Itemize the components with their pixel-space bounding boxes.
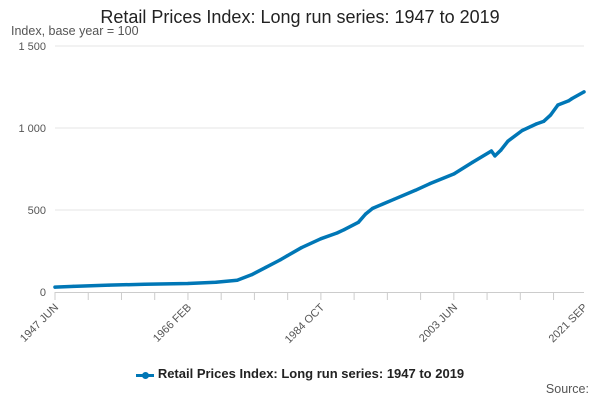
x-tick-label: 2021 SEP [547, 302, 591, 346]
x-axis [54, 292, 584, 300]
data-point[interactable] [235, 278, 239, 282]
chart-credits: Source: [545, 382, 589, 396]
chart-subtitle: Index, base year = 100 [11, 24, 139, 38]
y-tick-label: 1 500 [18, 41, 46, 53]
data-point[interactable] [214, 280, 218, 284]
x-tick-label: 1966 FEB [151, 302, 194, 345]
data-point[interactable] [392, 197, 396, 201]
y-tick-label: 1 000 [18, 123, 46, 135]
x-axis-labels: 1947 JUN 1966 FEB 1984 OCT 2003 JUN 2021 SEP [18, 301, 590, 346]
y-tick-label: 500 [28, 205, 46, 217]
series-line[interactable] [53, 90, 586, 289]
data-point[interactable] [342, 228, 346, 232]
data-point[interactable] [413, 188, 417, 192]
legend[interactable]: Retail Prices Index: Long run series: 19… [0, 366, 600, 381]
data-point[interactable] [299, 246, 303, 250]
data-point[interactable] [285, 254, 289, 258]
data-point[interactable] [493, 154, 497, 158]
data-point[interactable] [428, 182, 432, 186]
data-point[interactable] [534, 122, 539, 126]
data-point[interactable] [249, 273, 254, 277]
chart-title: Retail Prices Index: Long run series: 19… [100, 7, 500, 27]
data-point[interactable] [470, 160, 474, 164]
data-point[interactable] [107, 283, 111, 287]
data-point[interactable] [319, 237, 323, 241]
series-layer [53, 90, 586, 289]
grid-lines [55, 45, 584, 211]
data-point[interactable] [549, 113, 553, 117]
data-point[interactable] [452, 172, 456, 176]
data-point[interactable] [556, 103, 560, 107]
data-point[interactable] [499, 148, 503, 152]
data-point[interactable] [356, 220, 360, 224]
data-point[interactable] [371, 206, 375, 210]
data-point[interactable] [506, 139, 510, 143]
data-point[interactable] [489, 149, 493, 153]
legend-series-marker [135, 370, 154, 380]
data-point[interactable] [278, 258, 282, 262]
x-tick-label: 1984 OCT [283, 301, 328, 346]
data-point[interactable] [53, 285, 57, 289]
data-point[interactable] [264, 265, 268, 269]
data-point[interactable] [582, 90, 586, 94]
data-point[interactable] [186, 281, 190, 286]
x-tick-label: 1947 JUN [18, 302, 61, 345]
data-point[interactable] [71, 284, 75, 288]
y-axis-labels: 0 500 1 000 1 500 [18, 41, 46, 299]
data-point[interactable] [542, 119, 546, 123]
x-tick-label: 2003 JUN [417, 302, 460, 345]
y-tick-label: 0 [40, 287, 46, 299]
data-point[interactable] [566, 99, 571, 103]
data-point[interactable] [143, 282, 147, 286]
data-point[interactable] [520, 128, 524, 133]
data-point[interactable] [363, 212, 368, 216]
data-point[interactable] [335, 231, 339, 235]
data-point[interactable] [570, 96, 574, 101]
legend-label: Retail Prices Index: Long run series: 19… [157, 366, 465, 381]
